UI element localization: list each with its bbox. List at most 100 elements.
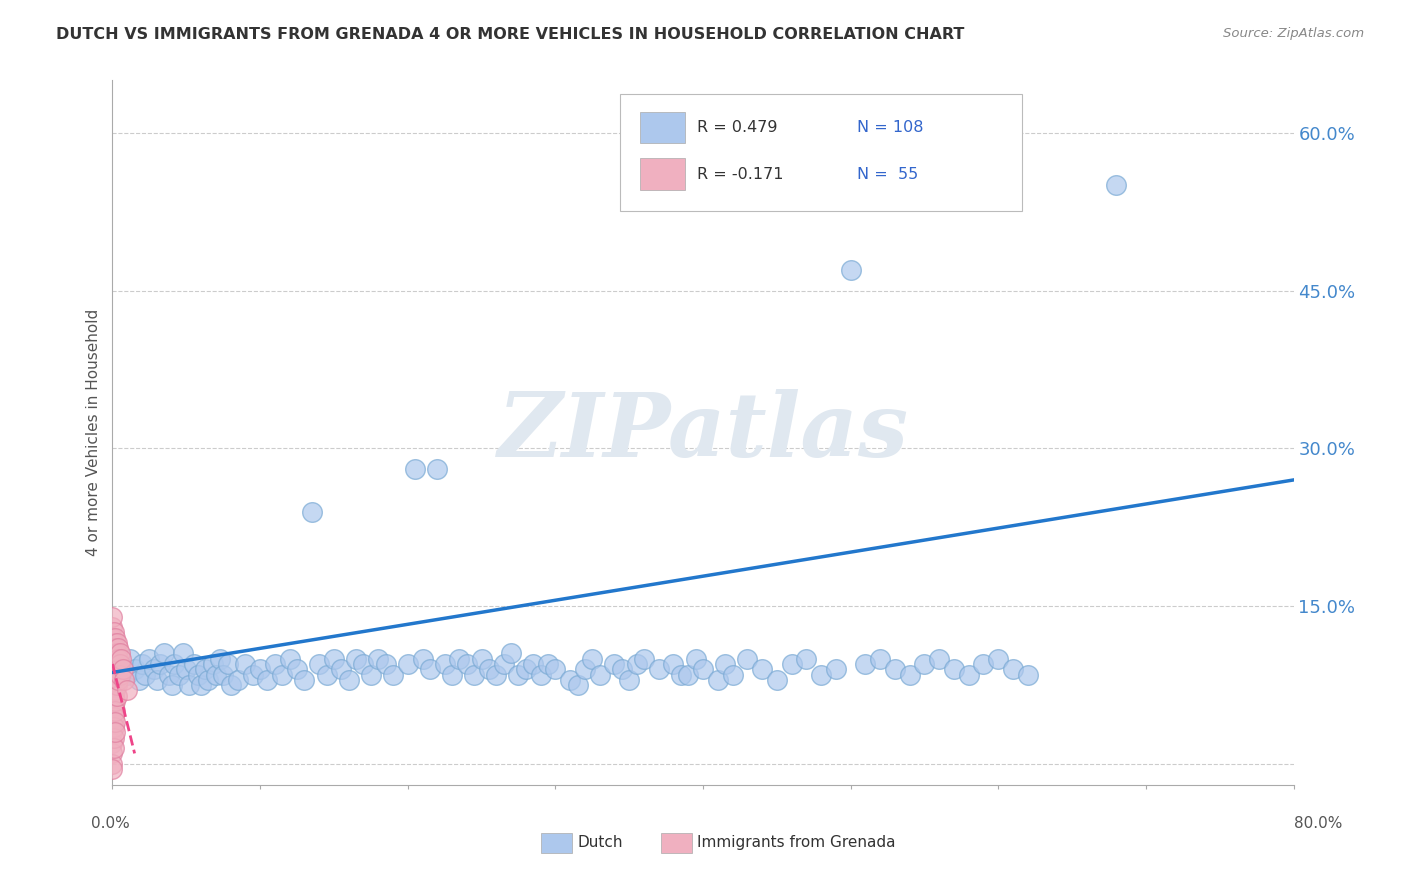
Point (103, 731, 125, 745)
Point (149, 657, 172, 671)
Point (112, 673, 135, 687)
Point (108, 667, 131, 681)
Point (105, 678, 128, 692)
Point (138, 652, 160, 666)
Point (104, 683, 127, 698)
Point (839, 262, 862, 277)
Point (209, 652, 232, 666)
Point (153, 647, 176, 661)
Point (647, 662, 671, 676)
Point (456, 657, 478, 671)
Point (107, 673, 129, 687)
Point (315, 667, 337, 681)
Point (352, 657, 374, 671)
Point (928, 652, 950, 666)
Point (101, 683, 124, 698)
Point (463, 667, 485, 681)
Point (142, 662, 165, 676)
Point (105, 689, 128, 703)
Point (103, 657, 125, 671)
Point (508, 667, 530, 681)
Point (108, 657, 131, 671)
Point (574, 662, 596, 676)
Point (103, 647, 125, 661)
Point (308, 657, 330, 671)
Point (104, 704, 127, 718)
Point (501, 647, 523, 661)
Point (226, 673, 249, 687)
Point (101, 631, 124, 645)
Point (194, 662, 217, 676)
Text: N =  55: N = 55 (856, 167, 918, 181)
Point (603, 657, 626, 671)
Point (104, 694, 127, 708)
Point (567, 678, 589, 692)
Point (101, 641, 124, 656)
Point (411, 652, 433, 666)
Point (374, 657, 396, 671)
Point (633, 652, 655, 666)
Point (869, 652, 891, 666)
Text: ZIPatlas: ZIPatlas (498, 390, 908, 475)
Point (914, 657, 936, 671)
Point (104, 673, 127, 687)
Point (855, 657, 877, 671)
Point (898, 667, 921, 681)
Point (404, 462, 426, 476)
Point (105, 647, 128, 661)
Point (128, 673, 150, 687)
Text: R = 0.479: R = 0.479 (697, 120, 778, 135)
Point (396, 657, 419, 671)
Point (692, 662, 714, 676)
FancyBboxPatch shape (640, 158, 685, 190)
Point (104, 641, 127, 656)
Point (120, 652, 142, 666)
Point (441, 667, 464, 681)
Point (537, 657, 560, 671)
Point (146, 673, 169, 687)
Point (292, 673, 315, 687)
Point (101, 736, 124, 750)
Point (131, 657, 153, 671)
Point (103, 625, 125, 640)
Point (492, 657, 515, 671)
Point (104, 725, 127, 739)
Point (685, 652, 707, 666)
Point (382, 667, 405, 681)
FancyBboxPatch shape (620, 95, 1022, 211)
Point (104, 662, 127, 676)
Point (187, 667, 209, 681)
Point (942, 662, 965, 676)
Point (249, 662, 271, 676)
Point (167, 667, 190, 681)
Point (271, 667, 294, 681)
Point (101, 673, 124, 687)
Point (751, 662, 773, 676)
Point (101, 747, 124, 761)
Point (105, 667, 128, 681)
Text: Dutch: Dutch (578, 835, 623, 849)
Point (626, 657, 648, 671)
Point (163, 657, 186, 671)
Point (134, 667, 156, 681)
Point (242, 667, 264, 681)
Point (678, 667, 700, 681)
Point (101, 704, 124, 718)
Text: N = 108: N = 108 (856, 120, 922, 135)
Point (107, 652, 129, 666)
Point (217, 657, 239, 671)
Text: 80.0%: 80.0% (1295, 816, 1343, 831)
Point (103, 678, 125, 692)
Point (973, 657, 995, 671)
Point (485, 667, 508, 681)
Point (669, 667, 692, 681)
Point (104, 714, 127, 729)
Point (780, 657, 803, 671)
Point (264, 657, 287, 671)
Y-axis label: 4 or more Vehicles in Household: 4 or more Vehicles in Household (86, 309, 101, 557)
Point (101, 652, 124, 666)
Point (721, 667, 744, 681)
Point (796, 652, 818, 666)
Point (101, 609, 124, 624)
Point (323, 652, 346, 666)
